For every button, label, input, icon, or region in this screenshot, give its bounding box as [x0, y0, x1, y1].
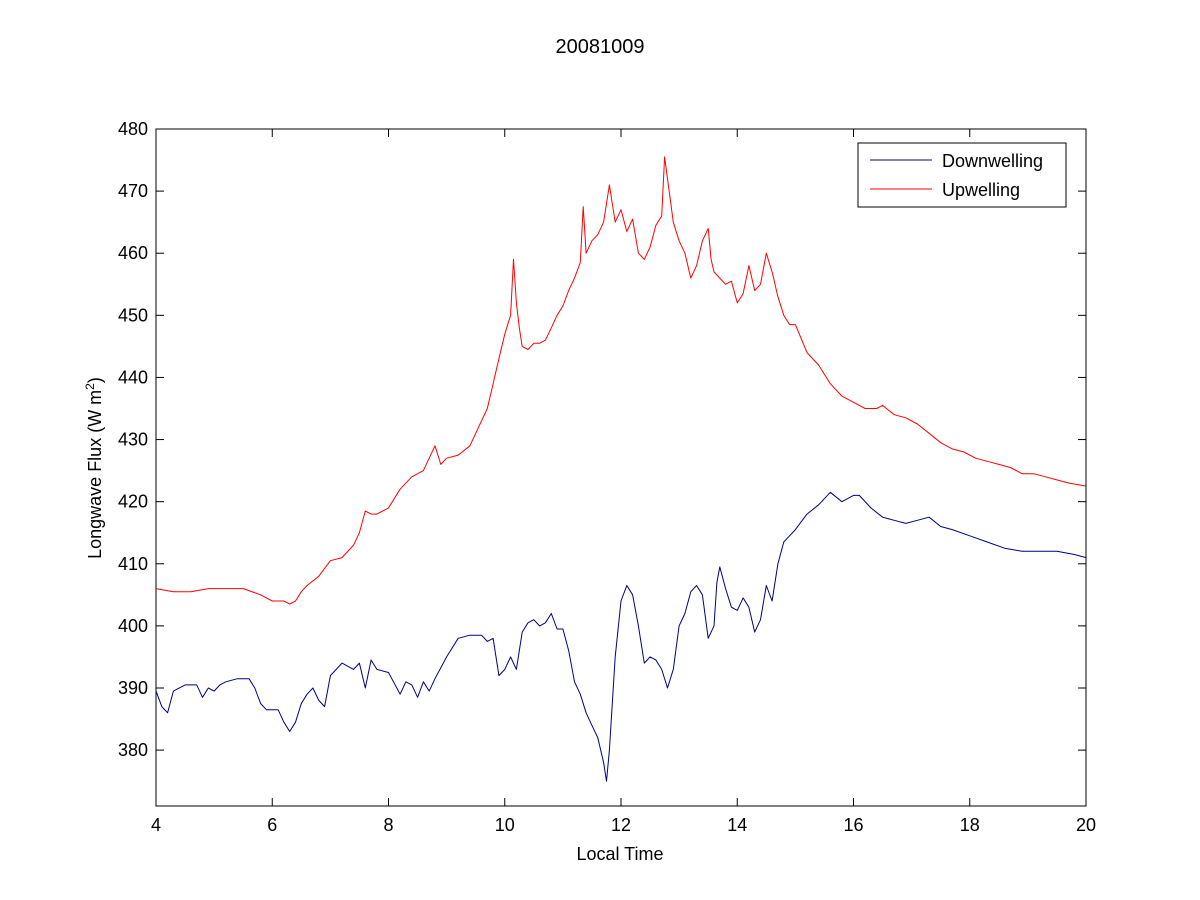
legend-label-downwelling: Downwelling [942, 151, 1043, 171]
plot-area [155, 128, 1087, 807]
y-tick-label: 410 [118, 554, 148, 574]
y-axis-label-end: ) [85, 377, 105, 383]
y-axis-label: Longwave Flux (W m2) [83, 377, 105, 559]
series-lines [155, 156, 1087, 782]
x-tick-label: 10 [495, 815, 515, 835]
x-tick-label: 16 [843, 815, 863, 835]
legend-box [857, 142, 1067, 208]
y-axis: 380 390 400 410 420 430 440 450 460 470 480 [118, 119, 1086, 760]
x-tick-label: 4 [151, 815, 161, 835]
x-tick-label: 14 [727, 815, 747, 835]
x-tick-label: 18 [960, 815, 980, 835]
y-tick-label: 440 [118, 367, 148, 387]
x-axis-label: Local Time [576, 844, 663, 864]
y-axis-label-main: Longwave Flux (W m [85, 390, 105, 559]
y-tick-label: 390 [118, 678, 148, 698]
y-tick-label: 450 [118, 305, 148, 325]
chart-title: 20081009 [556, 36, 645, 58]
y-tick-label: 470 [118, 181, 148, 201]
y-axis-label-superscript: 2 [83, 383, 97, 390]
x-tick-label: 6 [267, 815, 277, 835]
y-tick-label: 430 [118, 430, 148, 450]
x-tick-label: 8 [383, 815, 393, 835]
series-line-downwelling [155, 491, 1087, 782]
series-line-upwelling [155, 156, 1087, 605]
y-tick-label: 460 [118, 243, 148, 263]
y-tick-label: 400 [118, 616, 148, 636]
legend: Downwelling Upwelling [857, 142, 1067, 208]
y-tick-label: 480 [118, 119, 148, 139]
x-tick-label: 20 [1076, 815, 1096, 835]
y-tick-label: 420 [118, 492, 148, 512]
x-tick-label: 12 [611, 815, 631, 835]
x-axis: 4 6 8 10 12 14 16 18 20 [151, 129, 1096, 835]
legend-label-upwelling: Upwelling [942, 180, 1020, 200]
y-tick-label: 380 [118, 740, 148, 760]
